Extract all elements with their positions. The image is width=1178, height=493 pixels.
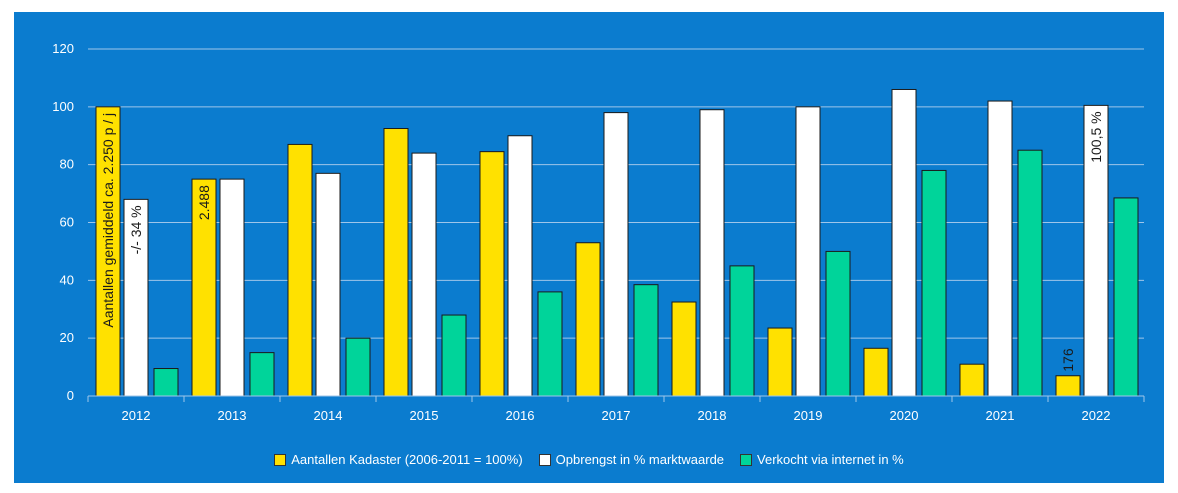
x-tick-label: 2015: [410, 408, 439, 423]
bar: [921, 169, 947, 397]
x-tick-label: 2017: [602, 408, 631, 423]
bar: [699, 109, 725, 397]
bar: [537, 291, 563, 397]
bar: [633, 284, 659, 397]
y-tick-label: 60: [60, 215, 74, 230]
y-tick-label: 0: [67, 388, 74, 403]
bar: [863, 347, 889, 397]
bar: [479, 151, 505, 397]
bar: [287, 143, 313, 397]
x-tick-label: 2018: [698, 408, 727, 423]
bar: [123, 198, 149, 397]
x-tick-label: 2020: [890, 408, 919, 423]
bar: [249, 352, 275, 397]
y-tick-label: 120: [52, 41, 74, 56]
legend-swatch-internet: [740, 453, 753, 466]
legend-item-kadaster: Aantallen Kadaster (2006-2011 = 100%): [274, 452, 523, 467]
x-tick-label: 2021: [986, 408, 1015, 423]
annotation-label: Aantallen gemiddeld ca. 2.250 p / j: [100, 113, 116, 328]
bar: [671, 301, 697, 397]
bar: [383, 128, 409, 397]
bar: [315, 172, 341, 397]
bar: [219, 178, 245, 397]
bar: [959, 363, 985, 397]
bar: [1055, 375, 1081, 397]
bar: [795, 106, 821, 397]
bar: [1113, 197, 1139, 397]
legend-swatch-kadaster: [274, 453, 287, 466]
legend: Aantallen Kadaster (2006-2011 = 100%) Op…: [14, 452, 1164, 467]
bar-chart: 0 20 40 60 80 100 120 2012 2013 2014 2015 2016 2017 2…: [52, 41, 1145, 423]
bar: [411, 152, 437, 397]
annotation-label: -/- 34 %: [128, 205, 144, 254]
y-tick-label: 20: [60, 330, 74, 345]
bar: [767, 327, 793, 397]
x-tick-label: 2014: [314, 408, 343, 423]
y-tick-label: 80: [60, 157, 74, 172]
legend-item-internet: Verkocht via internet in %: [740, 452, 904, 467]
bar: [825, 250, 851, 397]
y-tick-label: 40: [60, 272, 74, 287]
x-tick-label: 2019: [794, 408, 823, 423]
bar: [987, 100, 1013, 397]
legend-label-kadaster: Aantallen Kadaster (2006-2011 = 100%): [291, 452, 523, 467]
x-tick-label: 2013: [218, 408, 247, 423]
x-tick-label: 2022: [1082, 408, 1111, 423]
bar: [891, 88, 917, 397]
x-tick-label: 2012: [122, 408, 151, 423]
legend-swatch-opbrengst: [538, 453, 551, 466]
annotation-label: 2.488: [196, 185, 212, 220]
bar: [441, 314, 467, 397]
bar: [507, 135, 533, 397]
bar: [575, 242, 601, 397]
legend-label-internet: Verkocht via internet in %: [757, 452, 904, 467]
y-tick-label: 100: [52, 99, 74, 114]
bar: [1017, 149, 1043, 397]
bar: [191, 178, 217, 397]
bar: [1083, 104, 1109, 397]
bar: [729, 265, 755, 397]
legend-label-opbrengst: Opbrengst in % marktwaarde: [555, 452, 725, 467]
x-tick-label: 2016: [506, 408, 535, 423]
annotation-label: 100,5 %: [1088, 111, 1104, 162]
bar: [153, 368, 179, 397]
bar: [603, 112, 629, 397]
legend-item-opbrengst: Opbrengst in % marktwaarde: [538, 452, 725, 467]
bar: [345, 337, 371, 397]
annotation-label: 176: [1060, 348, 1076, 372]
chart-area: 0 20 40 60 80 100 120 2012 2013 2014 2015 2016 2017 2…: [14, 12, 1164, 483]
